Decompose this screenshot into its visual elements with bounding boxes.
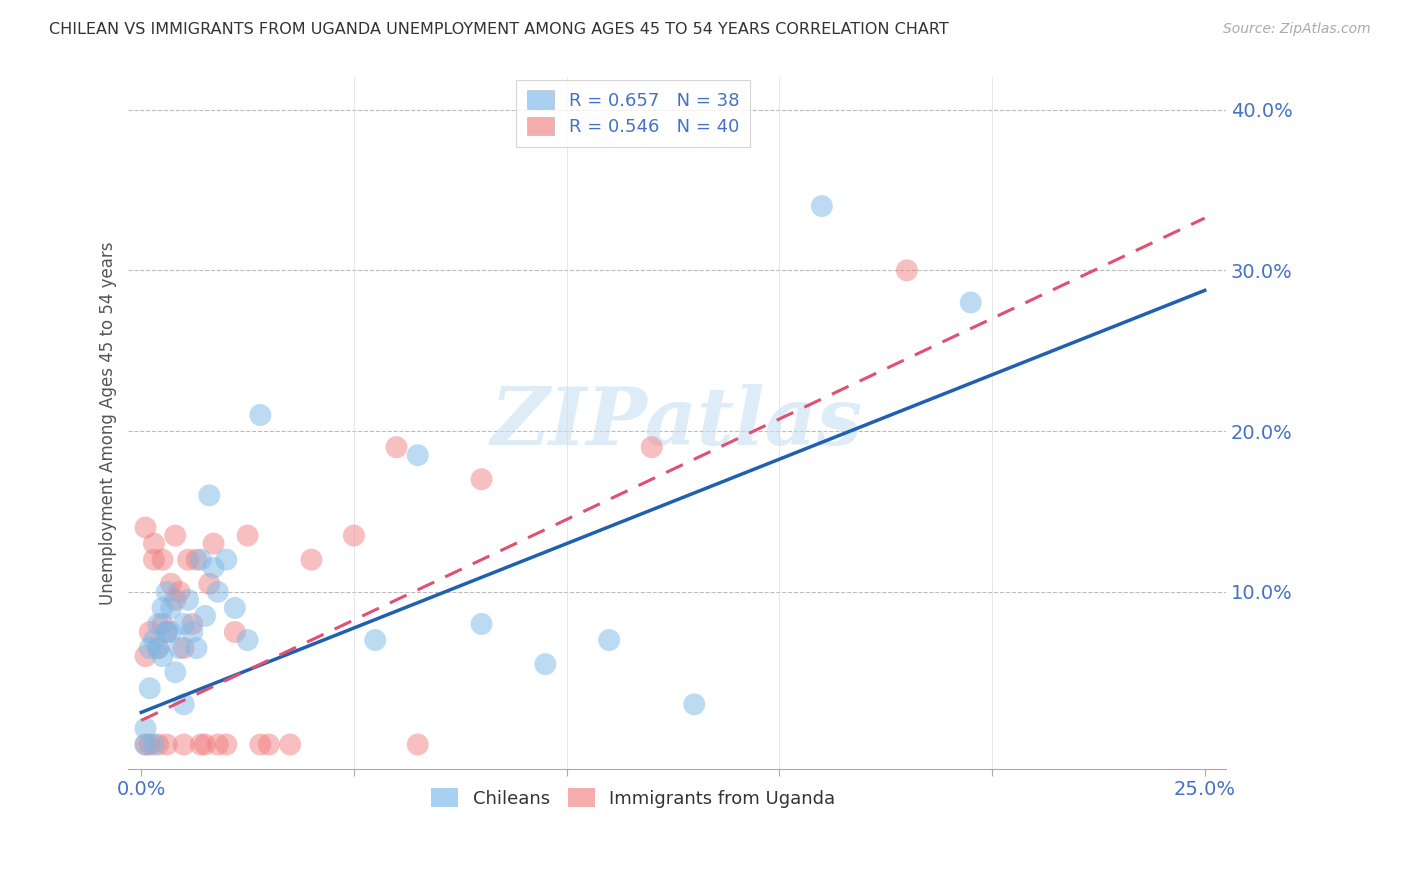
Point — [173, 641, 195, 656]
Point — [134, 520, 156, 534]
Point — [160, 576, 183, 591]
Point — [215, 738, 238, 752]
Point — [134, 649, 156, 664]
Text: ZIPatlas: ZIPatlas — [491, 384, 863, 462]
Text: Source: ZipAtlas.com: Source: ZipAtlas.com — [1223, 22, 1371, 37]
Point — [165, 528, 187, 542]
Point — [156, 584, 179, 599]
Point — [194, 609, 217, 624]
Point — [406, 738, 429, 752]
Point — [224, 625, 246, 640]
Point — [143, 552, 166, 566]
Point — [152, 617, 174, 632]
Point — [181, 625, 204, 640]
Legend: Chileans, Immigrants from Uganda: Chileans, Immigrants from Uganda — [425, 781, 842, 815]
Point — [198, 488, 221, 502]
Point — [364, 633, 387, 648]
Point — [143, 536, 166, 550]
Point — [959, 295, 981, 310]
Point — [139, 681, 162, 696]
Point — [169, 641, 191, 656]
Point — [186, 552, 208, 566]
Point — [236, 528, 259, 542]
Point — [207, 584, 229, 599]
Point — [470, 617, 492, 632]
Point — [143, 738, 166, 752]
Point — [198, 576, 221, 591]
Point — [202, 536, 225, 550]
Point — [385, 440, 408, 454]
Point — [139, 738, 162, 752]
Point — [811, 199, 834, 213]
Point — [249, 738, 271, 752]
Point — [190, 738, 212, 752]
Point — [148, 617, 170, 632]
Point — [186, 641, 208, 656]
Point — [598, 633, 620, 648]
Point — [215, 552, 238, 566]
Point — [343, 528, 366, 542]
Point — [181, 617, 204, 632]
Point — [152, 649, 174, 664]
Point — [207, 738, 229, 752]
Point — [190, 552, 212, 566]
Point — [534, 657, 557, 672]
Point — [202, 560, 225, 574]
Point — [177, 552, 200, 566]
Point — [134, 738, 156, 752]
Point — [134, 738, 156, 752]
Point — [156, 625, 179, 640]
Point — [173, 738, 195, 752]
Point — [278, 738, 301, 752]
Point — [169, 584, 191, 599]
Point — [173, 698, 195, 712]
Point — [641, 440, 664, 454]
Point — [194, 738, 217, 752]
Y-axis label: Unemployment Among Ages 45 to 54 years: Unemployment Among Ages 45 to 54 years — [100, 242, 117, 605]
Point — [299, 552, 322, 566]
Point — [896, 263, 918, 277]
Point — [143, 633, 166, 648]
Point — [148, 641, 170, 656]
Text: CHILEAN VS IMMIGRANTS FROM UGANDA UNEMPLOYMENT AMONG AGES 45 TO 54 YEARS CORRELA: CHILEAN VS IMMIGRANTS FROM UGANDA UNEMPL… — [49, 22, 949, 37]
Point — [470, 472, 492, 486]
Point — [148, 738, 170, 752]
Point — [134, 722, 156, 736]
Point — [156, 738, 179, 752]
Point — [160, 600, 183, 615]
Point — [165, 592, 187, 607]
Point — [165, 665, 187, 680]
Point — [139, 625, 162, 640]
Point — [249, 408, 271, 422]
Point — [406, 448, 429, 462]
Point — [236, 633, 259, 648]
Point — [257, 738, 280, 752]
Point — [156, 625, 179, 640]
Point — [152, 600, 174, 615]
Point — [152, 552, 174, 566]
Point — [177, 592, 200, 607]
Point — [173, 617, 195, 632]
Point — [139, 641, 162, 656]
Point — [148, 641, 170, 656]
Point — [224, 600, 246, 615]
Point — [160, 625, 183, 640]
Point — [683, 698, 706, 712]
